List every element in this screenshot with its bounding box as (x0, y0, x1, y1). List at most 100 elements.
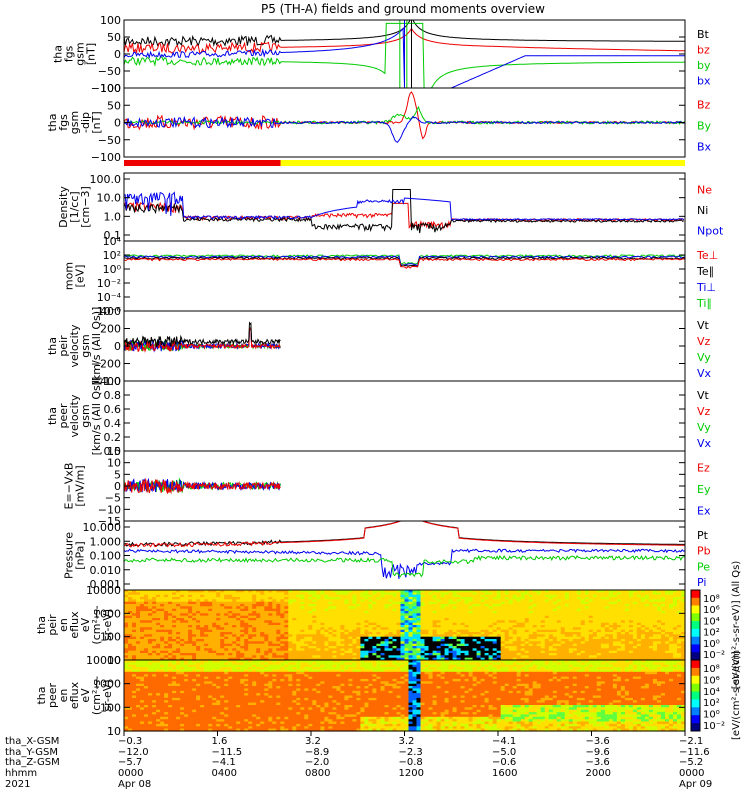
y-tick-label: 50 (107, 99, 121, 112)
spectrogram-cell (632, 629, 638, 633)
spectrogram-cell (140, 697, 145, 701)
spectrogram-cell (476, 618, 482, 621)
spectrogram-cell (504, 646, 510, 649)
spectrogram-cell (452, 590, 458, 593)
spectrogram-cell (344, 632, 349, 635)
spectrogram-cell (232, 597, 237, 600)
spectrogram-cell (536, 618, 542, 621)
spectrogram-cell (296, 627, 301, 631)
spectrogram-cell (356, 606, 361, 610)
spectrogram-cell (440, 590, 446, 593)
spectrogram-cell (144, 686, 149, 689)
spectrogram-cell (476, 646, 482, 649)
spectrogram-cell (128, 657, 133, 661)
spectrogram-cell (428, 646, 434, 649)
spectrogram-cell (140, 662, 145, 666)
spectrogram-cell (620, 608, 626, 612)
spectrogram-cell (644, 622, 650, 626)
spectrogram-cell (188, 709, 193, 713)
spectrogram-cell (484, 613, 490, 617)
spectrogram-cell (336, 639, 341, 642)
spectrogram-cell (396, 592, 402, 596)
spectrogram-cell (220, 618, 225, 621)
spectrogram-cell (504, 629, 510, 633)
spectrogram-cell (300, 611, 305, 614)
spectrogram-cell (244, 620, 249, 624)
spectrogram-cell (276, 632, 281, 635)
spectrogram-cell (508, 657, 514, 661)
spectrogram-cell (516, 641, 522, 645)
spectrogram-cell (208, 639, 213, 642)
spectrogram-cell (480, 653, 486, 656)
spectrogram-cell (368, 655, 373, 659)
spectrogram-cell (208, 599, 213, 603)
spectrogram-cell (128, 712, 133, 716)
spectrogram-cell (332, 613, 337, 617)
spectrogram-cell (156, 697, 161, 701)
spectrogram-cell (412, 611, 418, 614)
spectrogram-cell (244, 592, 249, 596)
spectrogram-cell (144, 590, 149, 593)
spectrogram-cell (192, 648, 197, 652)
legend-item: Te∥ (696, 265, 714, 278)
spectrogram-cell (628, 625, 634, 628)
plot-title: P5 (TH-A) fields and ground moments over… (261, 2, 545, 16)
legend-item: Vz (697, 405, 711, 418)
spectrogram-cell (572, 636, 578, 640)
spectrogram-cell (669, 594, 674, 598)
spectrogram-cell (152, 613, 157, 617)
spectrogram-cell (336, 655, 341, 659)
spectrogram-cell (164, 601, 169, 605)
trace-npot (123, 191, 685, 221)
spectrogram-cell (652, 594, 658, 598)
spectrogram-cell (612, 643, 618, 647)
spectrogram-cell (176, 625, 181, 628)
spectrogram-cell (128, 646, 133, 649)
spectrogram-cell (452, 657, 458, 661)
spectrogram-cell (616, 639, 622, 642)
spectrogram-cell (180, 697, 185, 701)
spectrogram-cell (544, 594, 550, 598)
spectrogram-cell (136, 700, 141, 704)
spectrogram-cell (612, 657, 618, 661)
spectrogram-cell (388, 648, 394, 652)
spectrogram-cell (360, 618, 365, 621)
y-axis-label-line: [km/s (All Qs)] (90, 307, 103, 386)
spectrogram-cell (220, 599, 225, 603)
spectrogram-cell (192, 688, 197, 692)
spectrogram-cell (644, 615, 650, 619)
spectrogram-cell (376, 650, 381, 654)
spectrogram-cell (148, 643, 153, 647)
spectrogram-cell (136, 669, 141, 673)
spectrogram-cell (636, 608, 642, 612)
spectrogram-cell (444, 643, 450, 647)
spectrogram-cell (148, 714, 153, 718)
spectrogram-cell (424, 646, 430, 649)
spectrogram-cell (669, 620, 674, 624)
y-tick-label: 10000 (86, 584, 121, 597)
spectrogram-cell (204, 641, 209, 645)
spectrogram-cell (128, 671, 133, 675)
spectrogram-cell (420, 639, 426, 642)
spectrogram-cell (320, 657, 325, 661)
spectrogram-cell (168, 702, 173, 706)
spectrogram-cell (420, 629, 426, 633)
spectrogram-cell (300, 599, 305, 603)
spectrogram-cell (132, 606, 137, 610)
spectrogram-cell (452, 592, 458, 596)
spectrogram-cell (572, 653, 578, 656)
spectrogram-cell (184, 613, 189, 617)
spectrogram-cell (392, 639, 398, 642)
spectrogram-cell (484, 639, 490, 642)
spectrogram-cell (504, 634, 510, 638)
spectrogram-cell (124, 707, 129, 711)
spectrogram-cell (608, 608, 614, 612)
spectrogram-cell (644, 650, 650, 654)
spectrogram-cell (681, 599, 686, 603)
spectrogram-cell (504, 636, 510, 640)
spectrogram-cell (128, 594, 133, 598)
spectrogram-cell (620, 639, 626, 642)
spectrogram-cell (268, 597, 273, 600)
spectrogram-cell (620, 594, 626, 598)
spectrogram-cell (480, 646, 486, 649)
